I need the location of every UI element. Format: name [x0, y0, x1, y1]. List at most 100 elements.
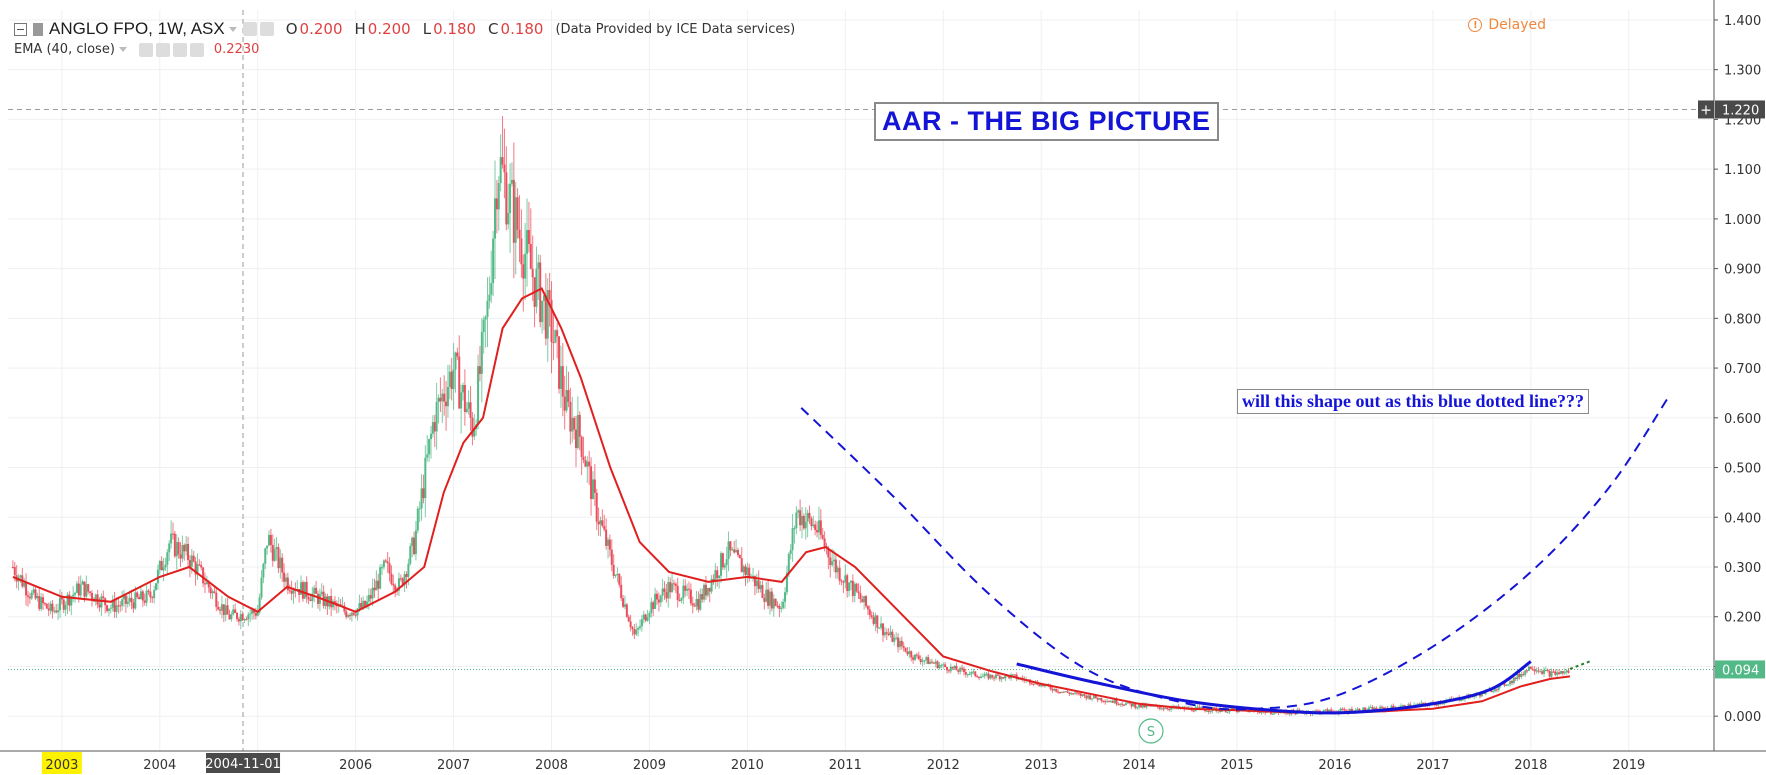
candle-body	[699, 594, 702, 610]
time-axis[interactable]	[0, 752, 1714, 775]
add-icon[interactable]	[172, 42, 187, 57]
candle-body	[132, 602, 135, 609]
candle-body	[269, 534, 272, 545]
candle-body	[426, 454, 429, 458]
candle-body	[26, 595, 29, 597]
candle-body	[1064, 691, 1067, 693]
candle-body	[861, 599, 864, 603]
candle-body	[580, 436, 583, 457]
candle-body	[1196, 706, 1199, 708]
settings-icon[interactable]	[259, 22, 274, 36]
candle-body	[1000, 677, 1003, 680]
chart-annotation-title[interactable]: AAR - THE BIG PICTURE	[874, 102, 1219, 141]
candle-body	[791, 528, 794, 551]
candle-body	[185, 544, 188, 552]
candle-body	[1121, 703, 1124, 705]
chevron-down-icon[interactable]	[228, 26, 237, 32]
candle-body	[701, 594, 704, 600]
green-projection-line[interactable]	[1569, 660, 1590, 670]
candle-body	[510, 179, 513, 184]
candle-body	[981, 676, 984, 678]
split-marker-icon[interactable]: S	[1138, 718, 1164, 744]
candle-body	[655, 593, 658, 600]
add-icon[interactable]	[1698, 100, 1714, 119]
candle-body	[961, 667, 964, 669]
candle-body	[369, 595, 372, 599]
candle-body	[123, 595, 126, 600]
candle-body	[1109, 701, 1112, 703]
candle-body	[1392, 705, 1395, 708]
candle-body	[215, 592, 218, 607]
candle-body	[1232, 707, 1235, 710]
candle-body	[1079, 693, 1082, 696]
x-tick-label: 2018	[1514, 758, 1547, 773]
candle-body	[908, 651, 911, 655]
candle-body	[610, 549, 613, 565]
candle-body	[136, 592, 139, 598]
candle-body	[81, 581, 84, 585]
candle-body	[1162, 708, 1165, 710]
candle-body	[1273, 711, 1276, 714]
chart-annotation-note[interactable]: will this shape out as this blue dotted …	[1237, 389, 1590, 414]
delayed-status[interactable]: ! Delayed	[1468, 17, 1546, 33]
candle-body	[881, 623, 884, 636]
candle-body	[1524, 670, 1527, 675]
candle-body	[11, 566, 14, 568]
candle-body	[134, 592, 137, 609]
eye-icon[interactable]	[138, 42, 153, 57]
candle-body	[704, 584, 707, 596]
candle-body	[623, 604, 626, 607]
price-axis[interactable]	[1714, 0, 1766, 775]
settings-icon[interactable]	[155, 42, 170, 57]
candle-body	[25, 583, 28, 596]
candle-body	[168, 543, 171, 553]
candle-body	[996, 674, 999, 676]
x-tick-label: 2016	[1318, 758, 1351, 773]
candle-body	[559, 366, 562, 389]
indicator-label[interactable]: EMA (40, close)	[14, 42, 115, 57]
candle-body	[806, 512, 809, 522]
candle-body	[672, 583, 675, 585]
crosshair-x-badge	[206, 753, 281, 773]
candle-body	[979, 676, 982, 679]
y-tick-label: 1.000	[1724, 213, 1761, 228]
candle-body	[561, 366, 564, 397]
candle-body	[529, 244, 532, 269]
candle-body	[1226, 711, 1229, 713]
candle-body	[418, 508, 421, 510]
candle-body	[482, 319, 485, 333]
candle-body	[100, 596, 103, 608]
candle-body	[591, 479, 594, 499]
candle-body	[124, 595, 127, 604]
eye-icon[interactable]	[242, 22, 257, 36]
collapse-icon[interactable]	[14, 22, 27, 36]
candle-body	[234, 609, 237, 613]
chevron-down-icon[interactable]	[118, 47, 127, 52]
candle-body	[974, 671, 977, 677]
candle-body	[789, 550, 792, 554]
candle-body	[940, 665, 943, 667]
candle-body	[537, 262, 540, 269]
candle-body	[1119, 703, 1122, 705]
candle-body	[230, 614, 233, 620]
candle-body	[782, 601, 785, 608]
candle-body	[1004, 674, 1007, 679]
candle-body	[761, 585, 764, 599]
candle-body	[456, 352, 459, 357]
candle-body	[1422, 702, 1425, 704]
candle-body	[1111, 701, 1114, 703]
candle-body	[90, 592, 93, 599]
solid-base-arc[interactable]	[1016, 660, 1532, 715]
candle-body	[290, 591, 293, 594]
crosshair-y-label: 1.220	[1722, 103, 1759, 118]
x-tick-label: 2013	[1025, 758, 1058, 773]
y-tick-label: 0.900	[1724, 263, 1761, 278]
symbol-title[interactable]: ANGLO FPO, 1W, ASX	[49, 19, 225, 38]
close-icon[interactable]	[189, 42, 204, 57]
candle-body	[107, 608, 110, 611]
candle-body	[49, 603, 52, 611]
candle-body	[1132, 703, 1135, 707]
flag-icon[interactable]	[33, 22, 43, 36]
